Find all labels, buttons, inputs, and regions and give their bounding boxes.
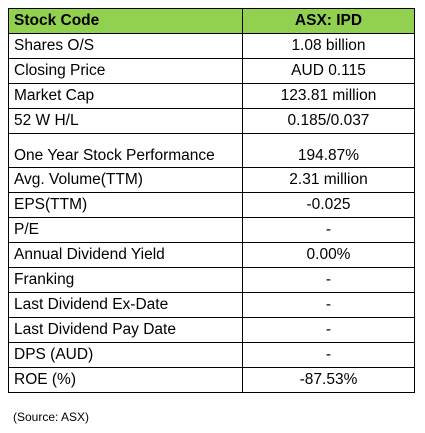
row-label: 52 W H/L [8,108,243,134]
row-value: 1.08 billion [242,33,415,59]
header-label: Stock Code [8,8,243,34]
table-row: Last Dividend Pay Date - [8,317,415,343]
row-value: 2.31 million [242,167,415,193]
row-value: 194.87% [242,133,415,168]
header-value: ASX: IPD [242,8,415,34]
table-row: Market Cap 123.81 million [8,83,415,109]
row-value: - [242,217,415,243]
table-row: Annual Dividend Yield 0.00% [8,242,415,268]
row-value: 123.81 million [242,83,415,109]
row-value: 0.00% [242,242,415,268]
row-label: One Year Stock Performance [8,133,243,168]
table-row: DPS (AUD) - [8,342,415,368]
row-value: -87.53% [242,367,415,393]
table-row: P/E - [8,217,415,243]
table-row: Avg. Volume(TTM) 2.31 million [8,167,415,193]
row-label: Franking [8,267,243,293]
row-value: - [242,267,415,293]
row-label: ROE (%) [8,367,243,393]
row-label: Last Dividend Ex-Date [8,292,243,318]
row-label: EPS(TTM) [8,192,243,218]
row-value: - [242,317,415,343]
table-row: Franking - [8,267,415,293]
table-row: 52 W H/L 0.185/0.037 [8,108,415,134]
table-row: One Year Stock Performance 194.87% [8,133,415,168]
row-label: Closing Price [8,58,243,84]
row-label: DPS (AUD) [8,342,243,368]
row-value: - [242,292,415,318]
row-label: Shares O/S [8,33,243,59]
table-row: Closing Price AUD 0.115 [8,58,415,84]
table-header-row: Stock Code ASX: IPD [8,8,415,34]
row-value: AUD 0.115 [242,58,415,84]
row-label: Avg. Volume(TTM) [8,167,243,193]
table-row: Last Dividend Ex-Date - [8,292,415,318]
table-row: Shares O/S 1.08 billion [8,33,415,59]
row-label: P/E [8,217,243,243]
table-row: EPS(TTM) -0.025 [8,192,415,218]
source-note: (Source: ASX) [13,410,90,424]
row-label: Market Cap [8,83,243,109]
table-row: ROE (%) -87.53% [8,367,415,393]
row-value: -0.025 [242,192,415,218]
row-label: Last Dividend Pay Date [8,317,243,343]
row-label: Annual Dividend Yield [8,242,243,268]
row-value: - [242,342,415,368]
stock-table: Stock Code ASX: IPD Shares O/S 1.08 bill… [8,8,415,393]
row-value: 0.185/0.037 [242,108,415,134]
